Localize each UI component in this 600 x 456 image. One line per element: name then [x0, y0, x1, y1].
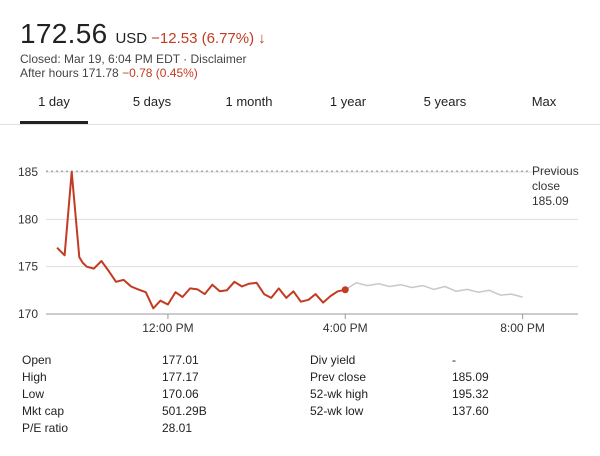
tab-1-day[interactable]: 1 day [20, 84, 88, 124]
stat-value: 28.01 [162, 421, 193, 435]
after-hours-label: After hours 171.78 [20, 66, 119, 80]
stat-pe-ratio: P/E ratio [22, 420, 68, 436]
down-arrow-icon: ↓ [258, 30, 266, 47]
stat-div-yield: Div yield [310, 352, 355, 368]
after-hours-series-line [344, 282, 523, 298]
stat-low: Low [22, 386, 44, 402]
stat-value: 170.06 [162, 387, 199, 401]
current-price: 172.56 [20, 18, 108, 49]
after-hours-status: After hours 171.78 −0.78 (0.45%) [20, 66, 266, 80]
stat-52wk-low: 52-wk low [310, 403, 363, 419]
stat-label: Low [22, 387, 45, 401]
stat-label: P/E ratio [22, 421, 69, 435]
stat-value: 185.09 [452, 370, 489, 384]
stat-label: 52-wk high [310, 387, 369, 401]
stat-label: Mkt cap [22, 404, 65, 418]
stat-52wk-high: 52-wk high [310, 386, 368, 402]
quote-header: 172.56 USD −12.53 (6.77%) ↓ Closed: Mar … [20, 18, 266, 80]
price-change: −12.53 (6.77%) [151, 30, 255, 47]
tab-max[interactable]: Max [531, 94, 557, 109]
tab-5-years[interactable]: 5 years [423, 94, 467, 109]
y-tick-label: 185 [18, 165, 38, 179]
after-hours-change: −0.78 (0.45%) [122, 66, 198, 80]
stat-prev-close: Prev close [310, 369, 366, 385]
previous-close-label: close [532, 179, 560, 193]
previous-close-label: 185.09 [532, 194, 569, 208]
stat-value: - [452, 353, 456, 367]
tab-5-days[interactable]: 5 days [132, 94, 172, 109]
price-chart[interactable]: 185 180 175 170 12:00 PM 4:00 PM 8:00 PM Previo… [0, 150, 600, 340]
stat-value: 177.01 [162, 353, 199, 367]
stat-label: Prev close [310, 370, 367, 384]
tab-1-month[interactable]: 1 month [225, 94, 273, 109]
price-series-line [56, 171, 346, 310]
stat-mkt-cap: Mkt cap [22, 403, 64, 419]
stat-value: 137.60 [452, 404, 489, 418]
stat-label: High [22, 370, 47, 384]
stat-label: Div yield [310, 353, 356, 367]
price-row: 172.56 USD −12.53 (6.77%) ↓ [20, 18, 266, 50]
stat-label: 52-wk low [310, 404, 364, 418]
range-tabs: 1 day 5 days 1 month 1 year 5 years Max [0, 84, 600, 125]
x-tick-label: 12:00 PM [142, 321, 193, 335]
stat-open: Open [22, 352, 51, 368]
closed-status[interactable]: Closed: Mar 19, 6:04 PM EDT · Disclaimer [20, 52, 247, 66]
x-tick-label: 4:00 PM [323, 321, 368, 335]
currency: USD [115, 30, 148, 47]
y-tick-label: 170 [18, 307, 38, 321]
stat-high: High [22, 369, 47, 385]
stat-value: 501.29B [162, 404, 207, 418]
stat-label: Open [22, 353, 52, 367]
previous-close-label: Previous [532, 164, 579, 178]
tab-1-year[interactable]: 1 year [329, 94, 367, 109]
y-tick-label: 175 [18, 260, 38, 274]
stat-value: 177.17 [162, 370, 199, 384]
stat-value: 195.32 [452, 387, 489, 401]
x-tick-label: 8:00 PM [500, 321, 545, 335]
close-marker [341, 286, 349, 294]
y-tick-label: 180 [18, 212, 38, 226]
